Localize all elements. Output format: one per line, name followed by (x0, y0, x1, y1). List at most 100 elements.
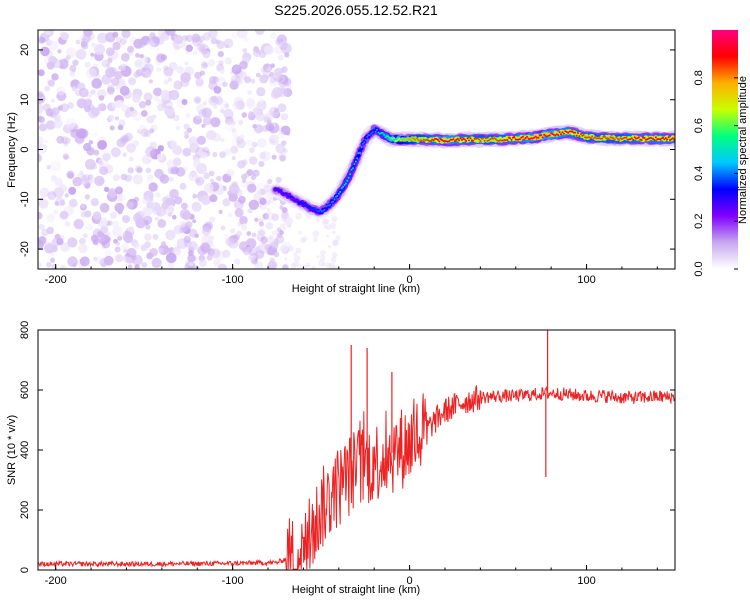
noise-blob (176, 66, 184, 74)
ridge-point (550, 132, 553, 135)
noise-blob (241, 159, 248, 166)
ridge-point (662, 136, 664, 139)
noise-blob (195, 114, 202, 120)
noise-blob (99, 166, 109, 176)
noise-blob (165, 30, 176, 36)
noise-blob (273, 251, 280, 258)
noise-blob (326, 234, 330, 238)
noise-blob (104, 249, 112, 257)
ridge-point (414, 138, 417, 141)
ridge-point (402, 139, 405, 142)
noise-blob (208, 30, 218, 39)
noise-blob (119, 63, 126, 71)
noise-blob (157, 145, 164, 152)
noise-blob (335, 235, 341, 241)
ridge-point (519, 138, 521, 141)
noise-blob (72, 59, 79, 66)
noise-blob (191, 36, 202, 47)
noise-blob (287, 245, 294, 252)
noise-blob (112, 41, 121, 51)
noise-blob (167, 205, 175, 212)
noise-blob (276, 227, 282, 233)
noise-blob (132, 140, 140, 147)
noise-blob (145, 167, 152, 174)
noise-blob (200, 151, 208, 159)
noise-blob (119, 38, 127, 45)
noise-blob (71, 86, 77, 92)
noise-blob (203, 172, 210, 180)
noise-blob (50, 160, 62, 172)
noise-blob (80, 211, 87, 218)
ridge-point (612, 137, 615, 140)
y-tick-label: 200 (19, 501, 31, 519)
ridge-point (465, 139, 468, 142)
noise-blob (220, 225, 226, 231)
noise-blob (209, 178, 215, 183)
noise-blob (38, 211, 43, 220)
noise-blob (38, 136, 44, 146)
noise-blob (172, 157, 182, 167)
noise-blob (116, 196, 123, 202)
noise-blob (273, 240, 279, 247)
ridge-point (400, 139, 403, 142)
noise-blob (280, 113, 289, 121)
ridge-point (395, 139, 398, 142)
ridge-point (455, 138, 458, 141)
noise-blob (234, 77, 243, 86)
noise-blob (193, 115, 202, 125)
noise-blob (163, 66, 174, 77)
noise-blob (233, 64, 240, 71)
noise-blob (109, 125, 115, 131)
noise-blob (100, 150, 112, 162)
y-tick-label: -20 (19, 241, 31, 257)
ridge-point (417, 138, 420, 141)
noise-blob (234, 258, 241, 265)
noise-blob (141, 67, 146, 72)
noise-blob (47, 79, 55, 87)
chart-title: S225.2026.055.12.52.R21 (274, 2, 438, 18)
ridge-point (315, 208, 318, 211)
ridge-point (509, 137, 512, 140)
noise-blob (243, 37, 249, 43)
noise-blob (173, 34, 184, 45)
ridge-point (603, 135, 606, 138)
ridge-point (670, 138, 673, 141)
ridge-point (305, 204, 308, 207)
noise-blob (258, 230, 265, 237)
noise-blob (187, 254, 196, 263)
noise-blob (247, 90, 253, 96)
noise-blob (186, 127, 193, 133)
noise-blob (139, 53, 144, 59)
ridge-point (489, 138, 492, 141)
noise-blob (173, 44, 180, 51)
noise-blob (163, 100, 173, 110)
x-tick-label: -200 (45, 274, 67, 286)
noise-blob (279, 205, 284, 210)
noise-blob (132, 94, 141, 103)
ridge-point (650, 137, 653, 139)
noise-blob (175, 125, 181, 131)
noise-blob (251, 141, 258, 148)
noise-blob (195, 78, 204, 87)
ridge-point (363, 141, 366, 144)
noise-blob (50, 98, 55, 104)
noise-blob (202, 199, 208, 206)
ridge-point (630, 137, 633, 140)
noise-blob (115, 241, 120, 246)
noise-blob (217, 51, 224, 58)
ridge-point (540, 134, 543, 137)
noise-blob (97, 32, 108, 44)
noise-blob (275, 176, 282, 183)
noise-blob (312, 230, 320, 238)
noise-blob (132, 111, 142, 122)
colorbar-ticks: 0.0 0.2 0.4 0.6 0.8 (693, 70, 738, 277)
noise-blob (284, 257, 288, 261)
noise-blob (195, 176, 205, 186)
noise-blob (163, 205, 174, 216)
noise-blob (56, 86, 66, 96)
noise-blob (59, 210, 69, 220)
noise-blob (127, 45, 134, 53)
noise-blob (148, 79, 153, 84)
ridge-point (637, 136, 640, 139)
snr-panel: -200 -100 0 100 0 200 400 600 800 Height of str… (6, 321, 676, 596)
